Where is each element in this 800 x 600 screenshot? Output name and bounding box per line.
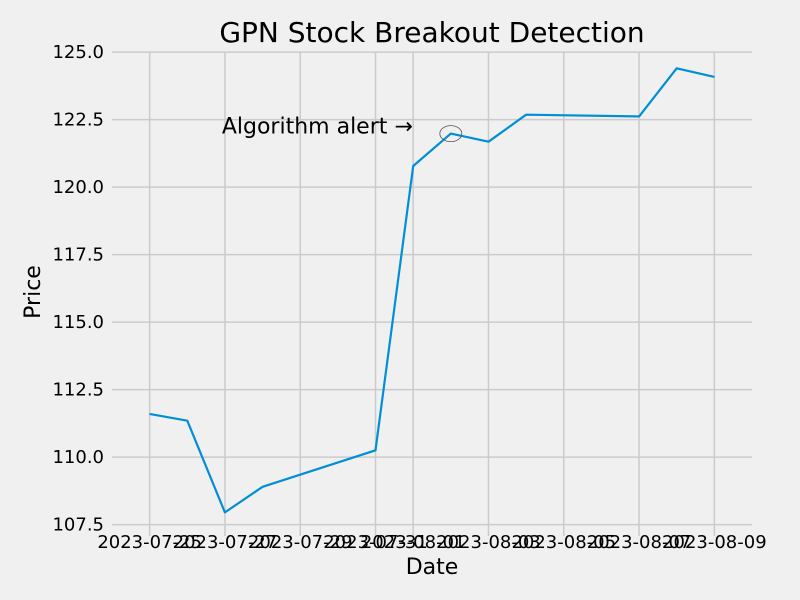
x-tick-label: 2023-07-31: [323, 532, 428, 553]
y-tick-label: 110.0: [52, 447, 104, 468]
y-tick-label: 122.5: [52, 110, 104, 131]
grid-layer: [112, 51, 752, 536]
x-tick-label: 2023-08-03: [436, 532, 541, 553]
x-tick-label: 2023-08-01: [361, 532, 466, 553]
tick-layer: 107.5 110.0 112.5 115.0 117.5 120.0 122.5 125.0…: [52, 42, 766, 553]
alert-marker: [439, 125, 463, 143]
y-tick-label: 117.5: [52, 245, 104, 266]
x-tick-label: 2023-07-27: [173, 532, 278, 553]
y-tick-label: 125.0: [52, 42, 104, 63]
y-tick-label: 120.0: [52, 177, 104, 198]
series-layer: [149, 67, 715, 514]
y-axis-label: Price: [21, 265, 46, 319]
x-tick-label: 2023-08-07: [587, 532, 692, 553]
y-tick-label: 115.0: [52, 312, 104, 333]
x-tick-label: 2023-07-25: [97, 532, 202, 553]
x-axis-label: Date: [406, 555, 459, 580]
x-tick-label: 2023-08-09: [662, 532, 767, 553]
price-line: [149, 67, 715, 514]
x-tick-label: 2023-08-05: [511, 532, 616, 553]
chart-title: GPN Stock Breakout Detection: [219, 16, 644, 49]
x-tick-label: 2023-07-29: [248, 532, 353, 553]
annotation-layer: Algorithm alert →: [222, 115, 463, 143]
y-tick-label: 112.5: [52, 380, 104, 401]
y-tick-label: 107.5: [52, 515, 104, 536]
alert-annotation: Algorithm alert →: [222, 115, 413, 140]
